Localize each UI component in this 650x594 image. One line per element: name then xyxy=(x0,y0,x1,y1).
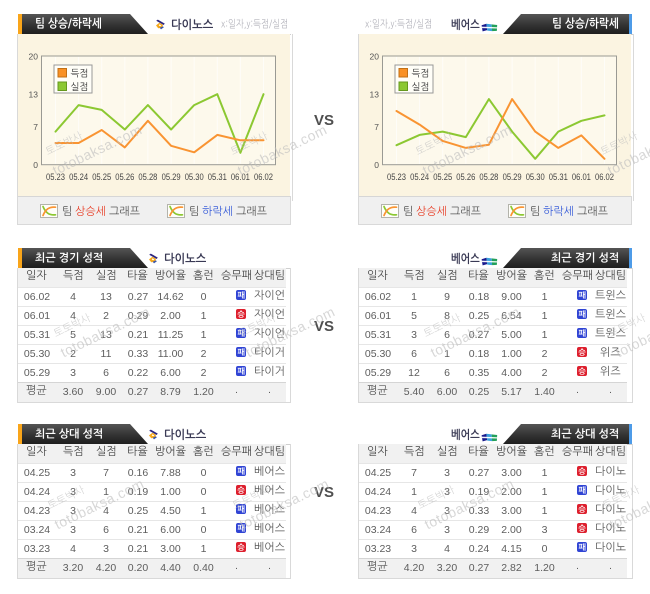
svg-text:13: 13 xyxy=(370,90,380,100)
svg-text:05.23: 05.23 xyxy=(387,172,406,183)
svg-text:0: 0 xyxy=(374,160,379,170)
svg-text:05.29: 05.29 xyxy=(503,172,522,183)
svg-text:06.01: 06.01 xyxy=(572,172,591,183)
svg-text:13: 13 xyxy=(29,90,39,100)
svg-text:05.25: 05.25 xyxy=(433,172,452,183)
svg-text:05.30: 05.30 xyxy=(526,172,545,183)
svg-text:05.30: 05.30 xyxy=(185,172,204,183)
svg-text:05.28: 05.28 xyxy=(138,172,157,183)
svg-text:0: 0 xyxy=(33,160,38,170)
svg-text:7: 7 xyxy=(374,122,379,132)
svg-text:7: 7 xyxy=(33,122,38,132)
svg-text:05.26: 05.26 xyxy=(456,172,475,183)
svg-text:05.24: 05.24 xyxy=(410,172,429,183)
svg-text:05.25: 05.25 xyxy=(92,172,111,183)
svg-text:06.01: 06.01 xyxy=(231,172,250,183)
svg-text:06.02: 06.02 xyxy=(595,172,614,183)
svg-text:05.31: 05.31 xyxy=(208,172,227,183)
svg-text:20: 20 xyxy=(29,52,39,62)
svg-text:05.23: 05.23 xyxy=(46,172,65,183)
svg-text:05.28: 05.28 xyxy=(479,172,498,183)
svg-text:05.26: 05.26 xyxy=(115,172,134,183)
svg-text:06.02: 06.02 xyxy=(254,172,273,183)
svg-text:05.24: 05.24 xyxy=(69,172,88,183)
svg-text:20: 20 xyxy=(370,52,380,62)
svg-text:05.29: 05.29 xyxy=(162,172,181,183)
svg-text:05.31: 05.31 xyxy=(549,172,568,183)
